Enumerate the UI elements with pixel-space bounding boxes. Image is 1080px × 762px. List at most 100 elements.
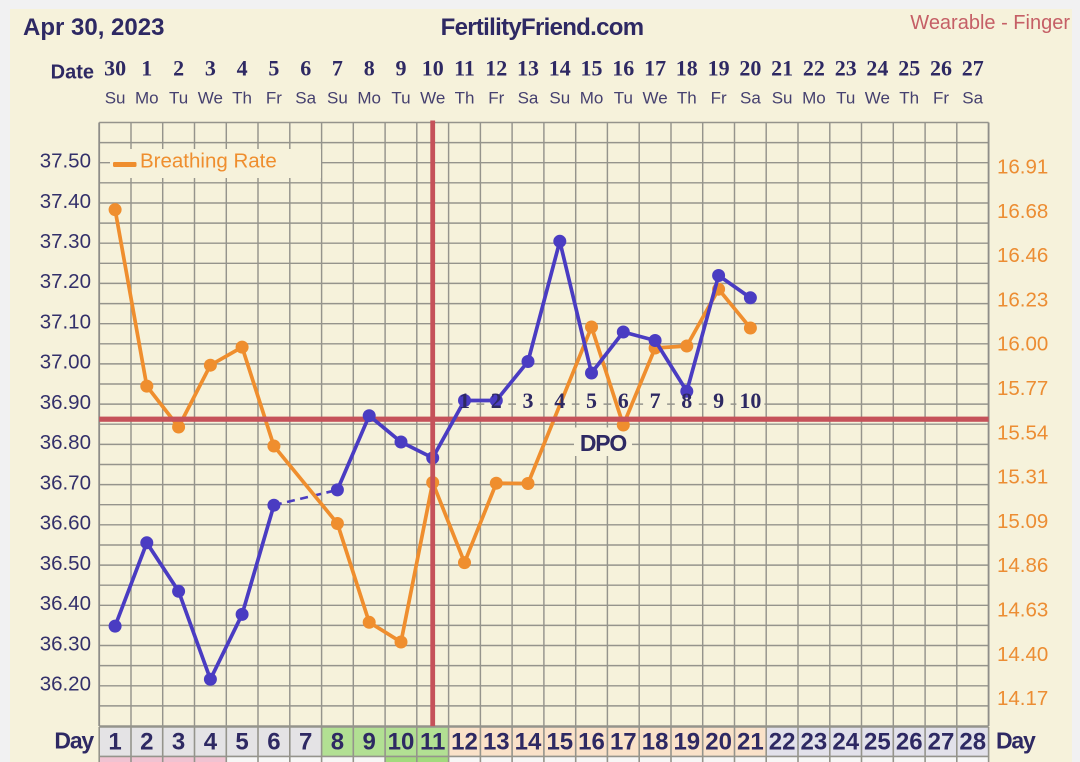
svg-text:16.68: 16.68 [997, 200, 1048, 223]
svg-text:14: 14 [549, 56, 571, 81]
svg-text:22: 22 [803, 56, 825, 81]
svg-text:5: 5 [268, 56, 279, 81]
svg-text:Mo: Mo [802, 89, 826, 108]
svg-text:16.00: 16.00 [997, 333, 1048, 356]
svg-text:16: 16 [612, 56, 634, 81]
svg-text:6: 6 [618, 388, 629, 413]
svg-text:4: 4 [554, 388, 565, 413]
svg-text:Breathing Rate: Breathing Rate [140, 150, 277, 173]
svg-text:37.00: 37.00 [40, 351, 91, 374]
svg-text:14.86: 14.86 [997, 554, 1048, 577]
svg-text:18: 18 [642, 729, 669, 756]
svg-text:5: 5 [235, 729, 248, 756]
svg-text:36.60: 36.60 [40, 512, 91, 535]
svg-text:11: 11 [454, 56, 475, 81]
svg-text:21: 21 [737, 729, 764, 756]
svg-text:7: 7 [332, 56, 343, 81]
svg-text:Day: Day [996, 728, 1036, 754]
svg-text:15.54: 15.54 [997, 421, 1048, 444]
svg-text:Su: Su [327, 89, 348, 108]
svg-text:25: 25 [864, 729, 891, 756]
svg-text:37.50: 37.50 [40, 150, 91, 173]
svg-text:26: 26 [930, 56, 952, 81]
svg-text:15.09: 15.09 [997, 510, 1048, 533]
svg-text:36.40: 36.40 [40, 592, 91, 615]
svg-text:Th: Th [899, 89, 919, 108]
svg-text:Wearable - Finger: Wearable - Finger [910, 12, 1070, 34]
svg-text:37.20: 37.20 [40, 270, 91, 293]
svg-text:15.77: 15.77 [997, 377, 1048, 400]
svg-text:36.50: 36.50 [40, 552, 91, 575]
svg-text:20: 20 [705, 729, 732, 756]
svg-text:4: 4 [204, 729, 218, 756]
svg-text:Tu: Tu [391, 89, 410, 108]
svg-text:14.40: 14.40 [997, 643, 1048, 666]
svg-text:Fr: Fr [488, 89, 504, 108]
svg-text:Th: Th [677, 89, 697, 108]
svg-text:37.40: 37.40 [40, 190, 91, 213]
svg-text:5: 5 [586, 388, 597, 413]
svg-text:9: 9 [363, 729, 376, 756]
svg-text:1: 1 [108, 729, 121, 756]
svg-text:3: 3 [205, 56, 216, 81]
svg-text:Th: Th [232, 89, 252, 108]
svg-text:We: We [198, 89, 223, 108]
svg-text:17: 17 [610, 729, 637, 756]
svg-text:22: 22 [769, 729, 796, 756]
svg-text:36.70: 36.70 [40, 471, 91, 494]
svg-text:23: 23 [801, 729, 828, 756]
svg-text:36.90: 36.90 [40, 391, 91, 414]
svg-text:FertilityFriend.com: FertilityFriend.com [441, 14, 644, 41]
svg-text:1: 1 [141, 56, 152, 81]
svg-text:20: 20 [739, 56, 761, 81]
svg-text:21: 21 [771, 56, 793, 81]
svg-text:37.30: 37.30 [40, 230, 91, 253]
svg-text:Tu: Tu [614, 89, 633, 108]
svg-text:8: 8 [331, 729, 344, 756]
svg-text:16.91: 16.91 [997, 156, 1048, 179]
svg-text:Th: Th [455, 89, 475, 108]
svg-text:7: 7 [650, 388, 661, 413]
svg-text:Su: Su [549, 89, 570, 108]
svg-text:10: 10 [388, 729, 415, 756]
svg-text:24: 24 [866, 56, 888, 81]
svg-text:Mo: Mo [357, 89, 381, 108]
svg-text:15: 15 [546, 729, 573, 756]
svg-text:Day: Day [54, 728, 94, 754]
svg-text:Sa: Sa [295, 89, 316, 108]
svg-text:Sa: Sa [740, 89, 761, 108]
svg-text:10: 10 [422, 56, 444, 81]
svg-text:18: 18 [676, 56, 698, 81]
svg-text:Su: Su [105, 89, 126, 108]
svg-text:7: 7 [299, 729, 312, 756]
svg-text:14.17: 14.17 [997, 687, 1048, 710]
svg-text:23: 23 [835, 56, 857, 81]
svg-text:Mo: Mo [580, 89, 604, 108]
svg-text:8: 8 [364, 56, 375, 81]
svg-text:13: 13 [517, 56, 539, 81]
svg-text:9: 9 [396, 56, 407, 81]
svg-text:Sa: Sa [962, 89, 983, 108]
svg-text:2: 2 [491, 388, 502, 413]
svg-text:3: 3 [172, 729, 185, 756]
svg-text:4: 4 [237, 56, 248, 81]
svg-text:8: 8 [681, 388, 692, 413]
svg-text:25: 25 [898, 56, 920, 81]
svg-text:14.63: 14.63 [997, 599, 1048, 622]
svg-text:1: 1 [459, 388, 470, 413]
svg-text:We: We [865, 89, 890, 108]
svg-text:Fr: Fr [266, 89, 282, 108]
svg-text:Sa: Sa [518, 89, 539, 108]
svg-text:6: 6 [300, 56, 311, 81]
svg-text:Tu: Tu [169, 89, 188, 108]
svg-text:16.23: 16.23 [997, 288, 1048, 311]
svg-text:36.20: 36.20 [40, 673, 91, 696]
svg-text:14: 14 [515, 729, 542, 756]
svg-text:17: 17 [644, 56, 666, 81]
svg-text:26: 26 [896, 729, 923, 756]
svg-text:16.46: 16.46 [997, 244, 1048, 267]
svg-text:19: 19 [708, 56, 730, 81]
svg-text:37.10: 37.10 [40, 311, 91, 334]
svg-text:Date: Date [51, 62, 94, 84]
svg-text:13: 13 [483, 729, 510, 756]
